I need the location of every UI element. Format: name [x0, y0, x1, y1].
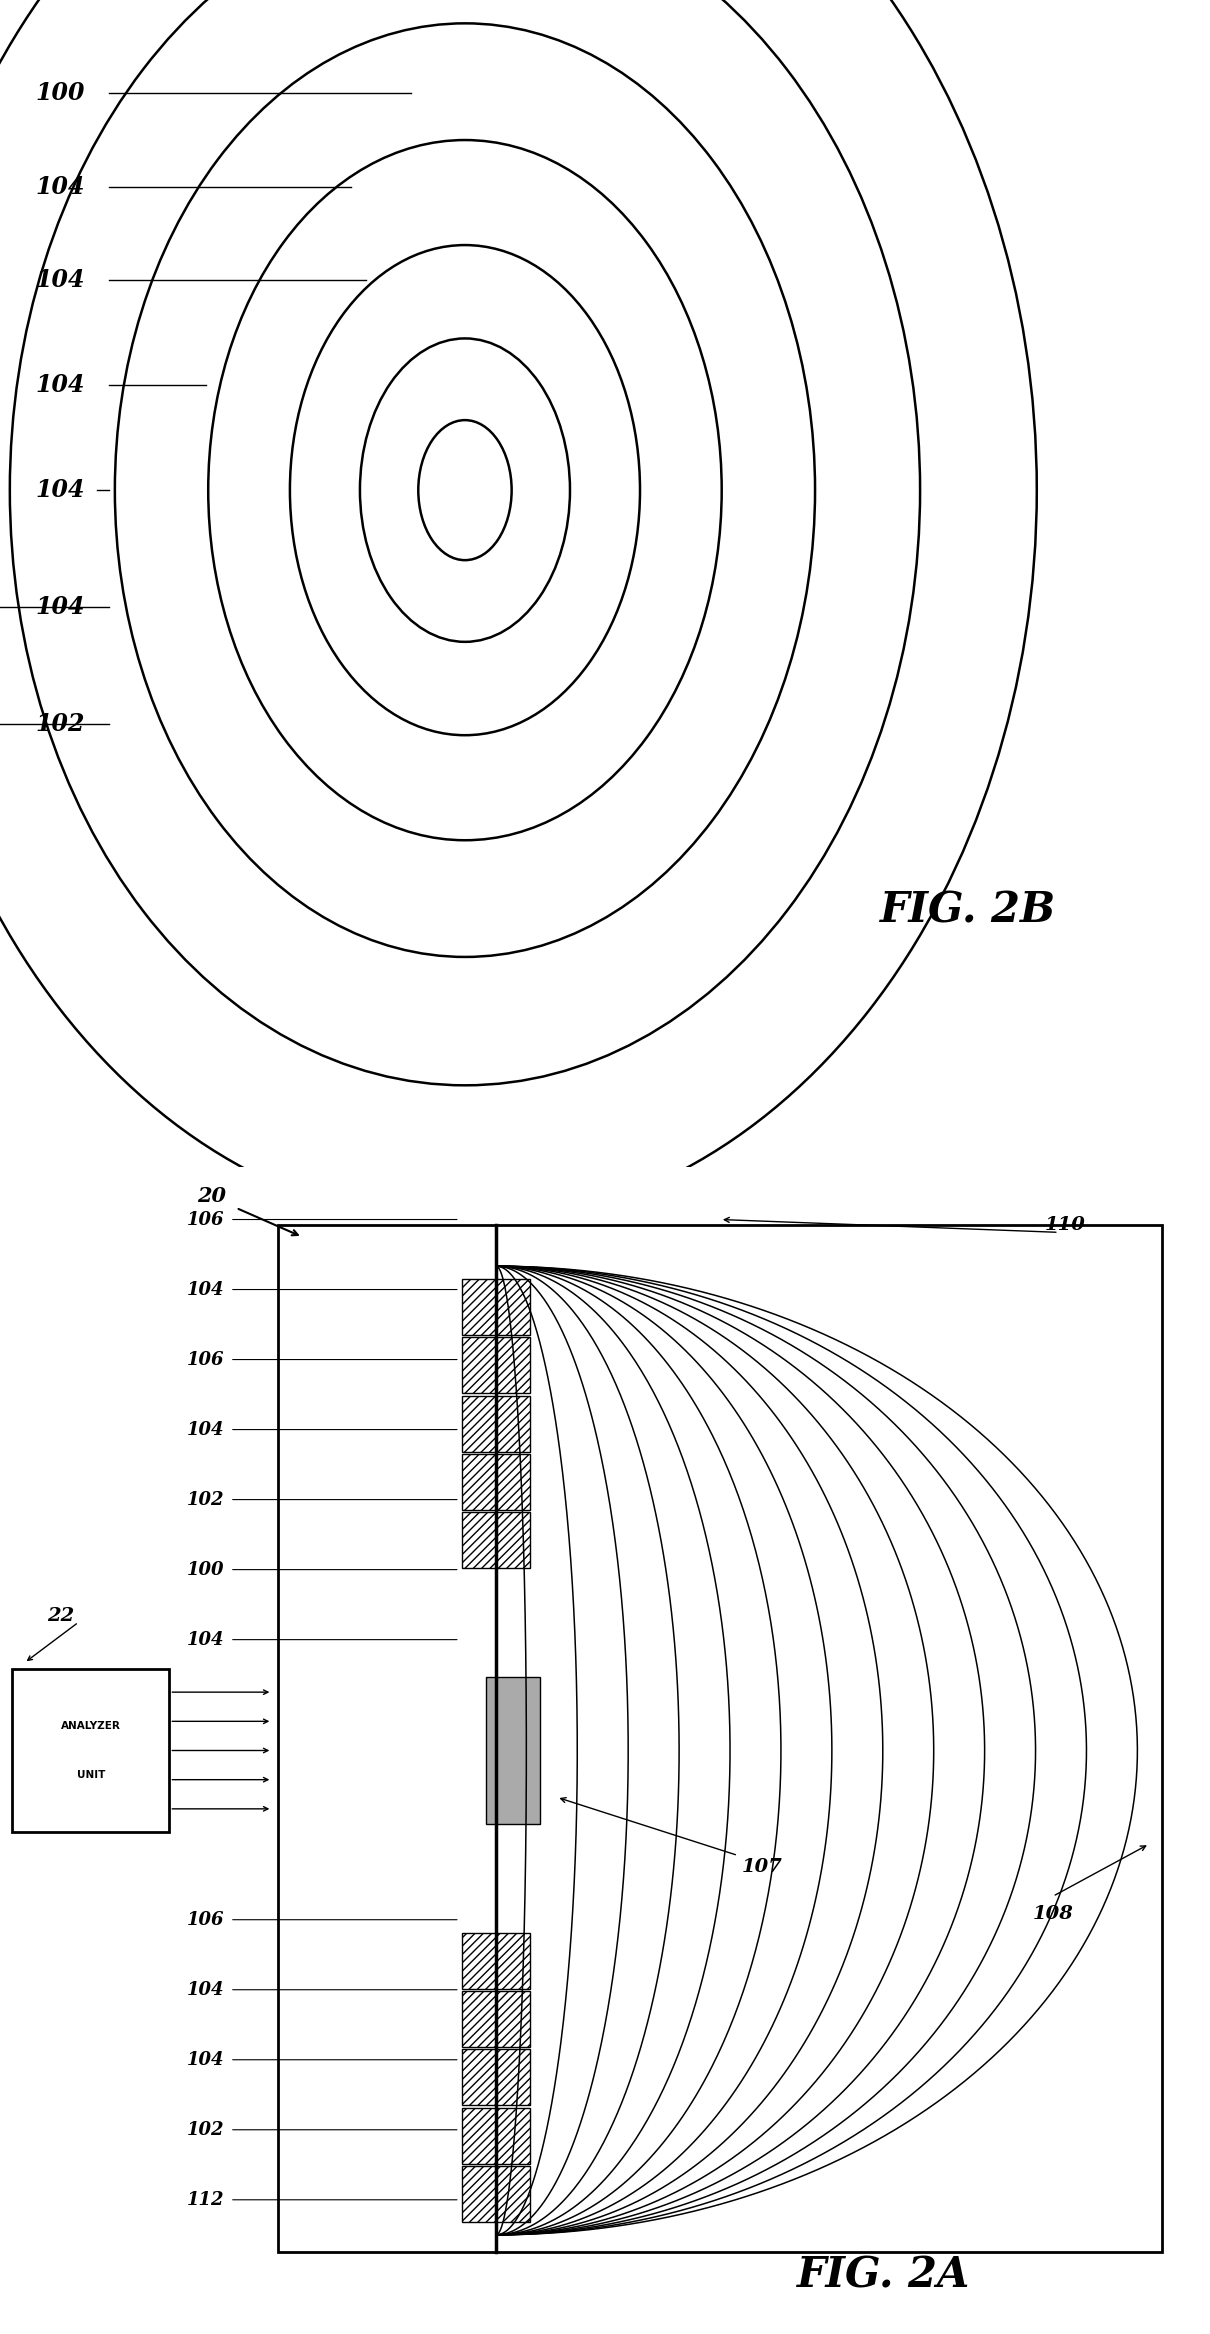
Text: ANALYZER: ANALYZER	[60, 1720, 121, 1732]
Bar	[462, 1512, 496, 1568]
Bar	[496, 1396, 530, 1452]
Text: FIG. 2A: FIG. 2A	[796, 2255, 970, 2297]
Bar	[462, 1991, 496, 2047]
Bar	[462, 2108, 496, 2164]
Text: 104: 104	[36, 478, 85, 502]
Text: 100: 100	[36, 82, 85, 105]
Bar	[496, 2166, 530, 2222]
Bar	[496, 1454, 530, 1510]
Text: 104: 104	[188, 2052, 224, 2068]
Text: 106: 106	[188, 1912, 224, 1928]
Bar	[462, 1933, 496, 1989]
Text: 106: 106	[188, 1351, 224, 1368]
Bar	[462, 2049, 496, 2105]
Bar	[12, 1669, 169, 1832]
Text: 102: 102	[36, 712, 85, 735]
Text: 108: 108	[1032, 1905, 1073, 1923]
Bar	[486, 1676, 540, 1825]
Text: 102: 102	[188, 2122, 224, 2138]
Bar	[496, 2108, 530, 2164]
Text: 104: 104	[36, 175, 85, 198]
Bar	[462, 1396, 496, 1452]
Text: 104: 104	[188, 1631, 224, 1648]
Text: 22: 22	[47, 1608, 74, 1624]
Bar	[462, 1279, 496, 1335]
Text: 104: 104	[36, 373, 85, 397]
Bar	[496, 1279, 530, 1335]
Text: 104: 104	[36, 595, 85, 619]
Text: 107: 107	[742, 1858, 783, 1877]
Text: 110: 110	[1044, 1216, 1085, 1235]
Bar	[496, 1512, 530, 1568]
Bar	[496, 1337, 530, 1393]
Bar	[496, 1991, 530, 2047]
Text: 100: 100	[188, 1561, 224, 1578]
Text: FIG. 2B: FIG. 2B	[880, 889, 1056, 931]
Text: 20: 20	[197, 1186, 226, 1207]
Text: 102: 102	[188, 1491, 224, 1508]
Text: 104: 104	[188, 1421, 224, 1438]
Text: 104: 104	[188, 1982, 224, 1998]
Bar	[462, 2166, 496, 2222]
Bar	[496, 1933, 530, 1989]
Bar	[278, 1225, 1162, 2252]
Text: 104: 104	[36, 268, 85, 292]
Bar	[496, 2049, 530, 2105]
Text: 104: 104	[188, 1281, 224, 1298]
Text: 106: 106	[188, 1211, 224, 1228]
Text: UNIT: UNIT	[76, 1769, 105, 1781]
Text: 112: 112	[188, 2192, 224, 2208]
Bar	[462, 1454, 496, 1510]
Bar	[462, 1337, 496, 1393]
